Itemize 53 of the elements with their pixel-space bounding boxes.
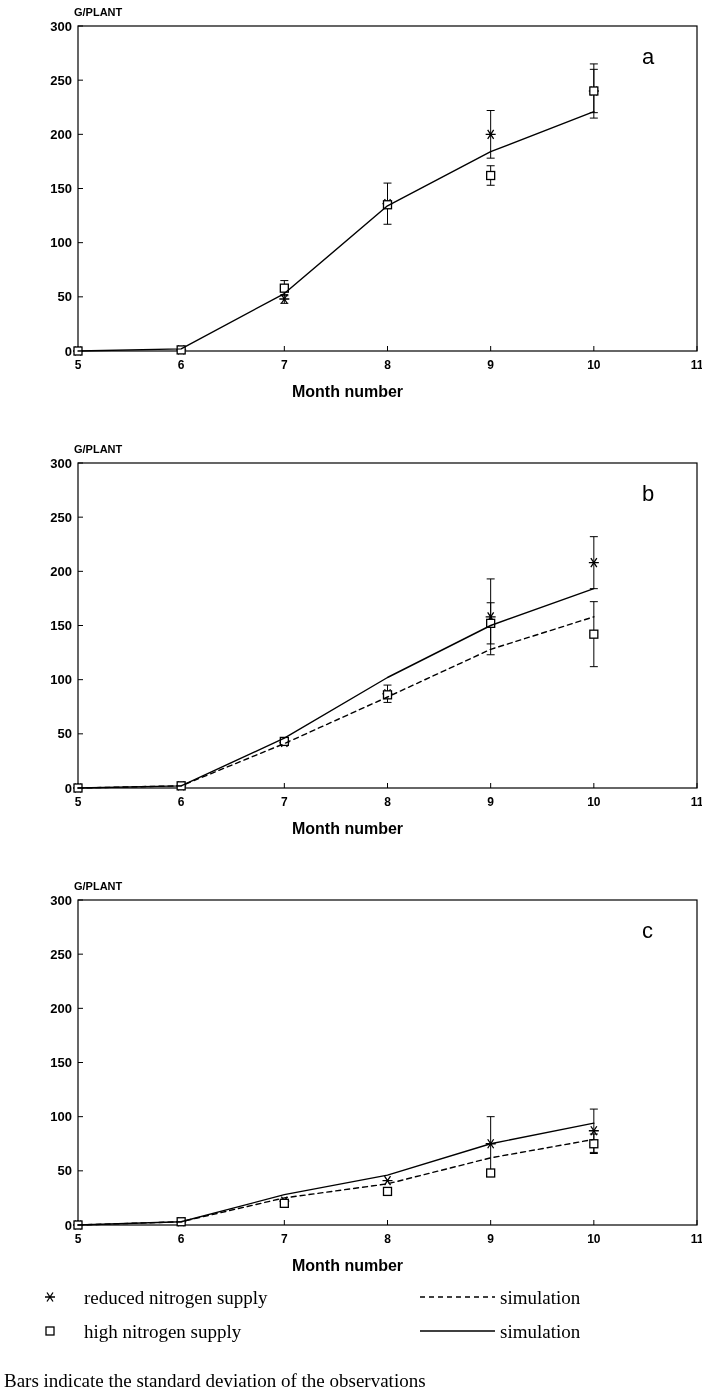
y-tick-label: 0: [64, 343, 72, 359]
legend-label: high nitrogen supply: [84, 1320, 242, 1342]
y-tick-label: 100: [50, 672, 72, 688]
y-tick-label: 200: [50, 563, 72, 579]
y-tick-label: 250: [50, 72, 72, 88]
x-tick-label: 5: [74, 1232, 82, 1246]
y-axis-title: G/PLANT: [74, 6, 123, 18]
x-tick-label: 5: [74, 358, 82, 372]
y-tick-label: 300: [50, 18, 72, 34]
y-tick-label: 300: [50, 892, 72, 908]
x-tick-label: 6: [177, 1232, 185, 1246]
x-tick-label: 7: [280, 795, 288, 809]
x-tick-label: 6: [177, 795, 185, 809]
y-tick-label: 150: [50, 618, 72, 634]
x-tick-label: 10: [587, 358, 601, 372]
x-tick-label: 7: [280, 1232, 288, 1246]
x-tick-label: 10: [587, 795, 601, 809]
annotation: b: [642, 481, 655, 506]
x-tick-label: 5: [74, 795, 82, 809]
x-tick-label: 6: [177, 358, 185, 372]
y-tick-label: 50: [57, 726, 72, 742]
x-axis-title: Month number: [291, 820, 404, 837]
x-tick-label: 8: [384, 795, 392, 809]
y-tick-label: 100: [50, 235, 72, 251]
y-tick-label: 50: [57, 1163, 72, 1179]
annotation: a: [642, 44, 655, 69]
y-tick-label: 100: [50, 1109, 72, 1125]
y-tick-label: 0: [64, 1217, 72, 1233]
x-tick-label: 8: [384, 1232, 392, 1246]
y-tick-label: 250: [50, 946, 72, 962]
legend-label: simulation: [500, 1320, 581, 1342]
y-tick-label: 200: [50, 1000, 72, 1016]
x-tick-label: 9: [487, 1232, 495, 1246]
x-tick-label: 9: [487, 795, 495, 809]
y-tick-label: 150: [50, 181, 72, 197]
y-tick-label: 150: [50, 1055, 72, 1071]
annotation: c: [642, 918, 653, 943]
x-tick-label: 10: [587, 1232, 601, 1246]
y-axis-title: G/PLANT: [74, 880, 123, 892]
y-tick-label: 250: [50, 509, 72, 525]
y-axis-title: G/PLANT: [74, 443, 123, 455]
x-tick-label: 8: [384, 358, 392, 372]
legend-label: simulation: [500, 1286, 581, 1308]
y-tick-label: 50: [57, 289, 72, 305]
legend-label: reduced nitrogen supply: [84, 1286, 269, 1308]
y-tick-label: 300: [50, 455, 72, 471]
x-tick-label: 9: [487, 358, 495, 372]
x-tick-label: 7: [280, 358, 288, 372]
y-tick-label: 200: [50, 126, 72, 142]
text: Bars indicate the standard deviation of the observations: [4, 1370, 426, 1391]
x-axis-title: Month number: [291, 1257, 404, 1274]
x-axis-title: Month number: [291, 383, 404, 400]
y-tick-label: 0: [64, 780, 72, 796]
